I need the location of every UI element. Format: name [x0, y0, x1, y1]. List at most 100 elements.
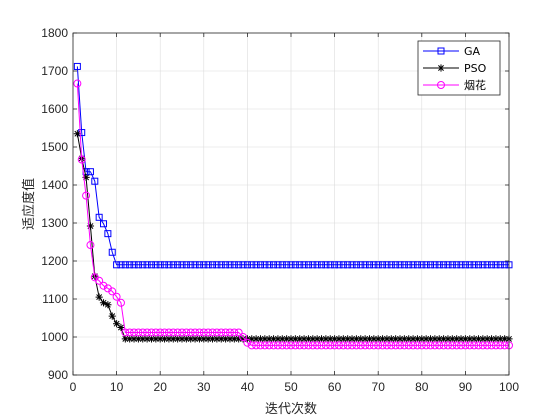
marker-square — [278, 261, 286, 269]
marker-star — [466, 335, 474, 343]
marker-square — [387, 261, 395, 269]
marker-circle — [134, 328, 143, 337]
marker-circle — [496, 341, 505, 350]
marker-square — [479, 261, 487, 269]
marker-square — [274, 261, 282, 269]
marker-square — [326, 261, 334, 269]
marker-square — [444, 261, 452, 269]
marker-star — [418, 335, 426, 343]
marker-star — [304, 335, 313, 343]
marker-square — [100, 220, 108, 228]
marker-circle — [487, 341, 496, 350]
marker-square — [483, 261, 491, 269]
marker-square — [392, 261, 400, 269]
marker-circle — [73, 79, 82, 88]
marker-circle — [313, 341, 322, 350]
marker-circle — [156, 328, 165, 337]
marker-circle — [452, 341, 461, 350]
marker-star — [217, 335, 225, 343]
y-tick-label: 1000 — [41, 330, 68, 344]
marker-star — [86, 222, 95, 230]
marker-circle — [125, 328, 134, 337]
marker-star — [208, 335, 217, 343]
marker-star — [291, 335, 299, 343]
marker-circle — [474, 341, 483, 350]
marker-circle — [182, 328, 191, 337]
marker-circle — [295, 341, 304, 350]
marker-circle — [457, 341, 466, 350]
marker-circle — [278, 341, 287, 350]
marker-star — [322, 335, 330, 343]
marker-star — [470, 335, 478, 343]
marker-circle — [130, 328, 139, 337]
marker-square — [134, 261, 142, 269]
marker-circle — [77, 155, 86, 164]
marker-star — [108, 312, 116, 320]
marker-star — [213, 335, 221, 343]
marker-square — [396, 261, 404, 269]
marker-circle — [448, 341, 457, 350]
marker-square — [73, 62, 81, 70]
marker-circle — [287, 341, 295, 350]
marker-star — [117, 323, 125, 332]
marker-circle — [195, 328, 204, 337]
marker-star — [317, 335, 326, 343]
marker-circle — [382, 341, 391, 350]
marker-star — [139, 335, 147, 343]
marker-circle — [291, 341, 300, 350]
marker-star — [357, 335, 365, 343]
y-tick-label: 1100 — [42, 292, 68, 306]
marker-star — [448, 335, 456, 343]
marker-square — [331, 261, 339, 269]
legend-item: GA — [423, 45, 481, 58]
marker-star — [156, 335, 164, 343]
marker-star — [182, 335, 190, 343]
marker-square — [352, 261, 360, 269]
marker-square — [440, 261, 448, 269]
marker-circle — [191, 328, 200, 337]
marker-square — [226, 261, 234, 269]
marker-star — [152, 335, 160, 343]
marker-star — [392, 335, 400, 343]
marker-circle — [361, 341, 370, 350]
marker-star — [496, 335, 504, 343]
marker-star — [444, 335, 452, 343]
marker-square — [470, 261, 478, 269]
marker-circle — [470, 341, 479, 350]
marker-circle — [225, 328, 234, 337]
marker-square — [405, 261, 413, 269]
marker-circle — [465, 341, 474, 350]
marker-square — [344, 261, 352, 269]
marker-circle — [378, 341, 387, 350]
marker-circle — [221, 328, 230, 337]
marker-square — [213, 261, 221, 269]
marker-circle — [391, 341, 400, 350]
series-line — [76, 83, 509, 346]
marker-square — [313, 261, 321, 269]
marker-circle — [95, 276, 104, 285]
marker-square — [104, 230, 112, 238]
marker-circle — [151, 328, 160, 337]
marker-square — [383, 261, 391, 269]
x-tick-label: 40 — [241, 380, 255, 394]
marker-square — [304, 261, 312, 269]
marker-star — [387, 335, 395, 343]
marker-circle — [212, 328, 221, 337]
marker-star — [248, 335, 256, 343]
marker-square — [248, 261, 256, 269]
marker-star — [226, 335, 234, 343]
marker-star — [426, 335, 435, 343]
marker-circle — [430, 341, 439, 350]
marker-circle — [199, 328, 208, 337]
marker-star — [487, 335, 496, 343]
marker-square — [318, 261, 326, 269]
marker-square — [413, 261, 421, 269]
marker-star — [195, 335, 204, 343]
marker-square — [169, 261, 177, 269]
x-tick-label: 100 — [499, 380, 519, 394]
marker-square — [361, 261, 369, 269]
marker-star — [169, 335, 177, 343]
marker-circle — [116, 298, 125, 307]
marker-square — [161, 261, 169, 269]
marker-circle — [478, 341, 487, 350]
